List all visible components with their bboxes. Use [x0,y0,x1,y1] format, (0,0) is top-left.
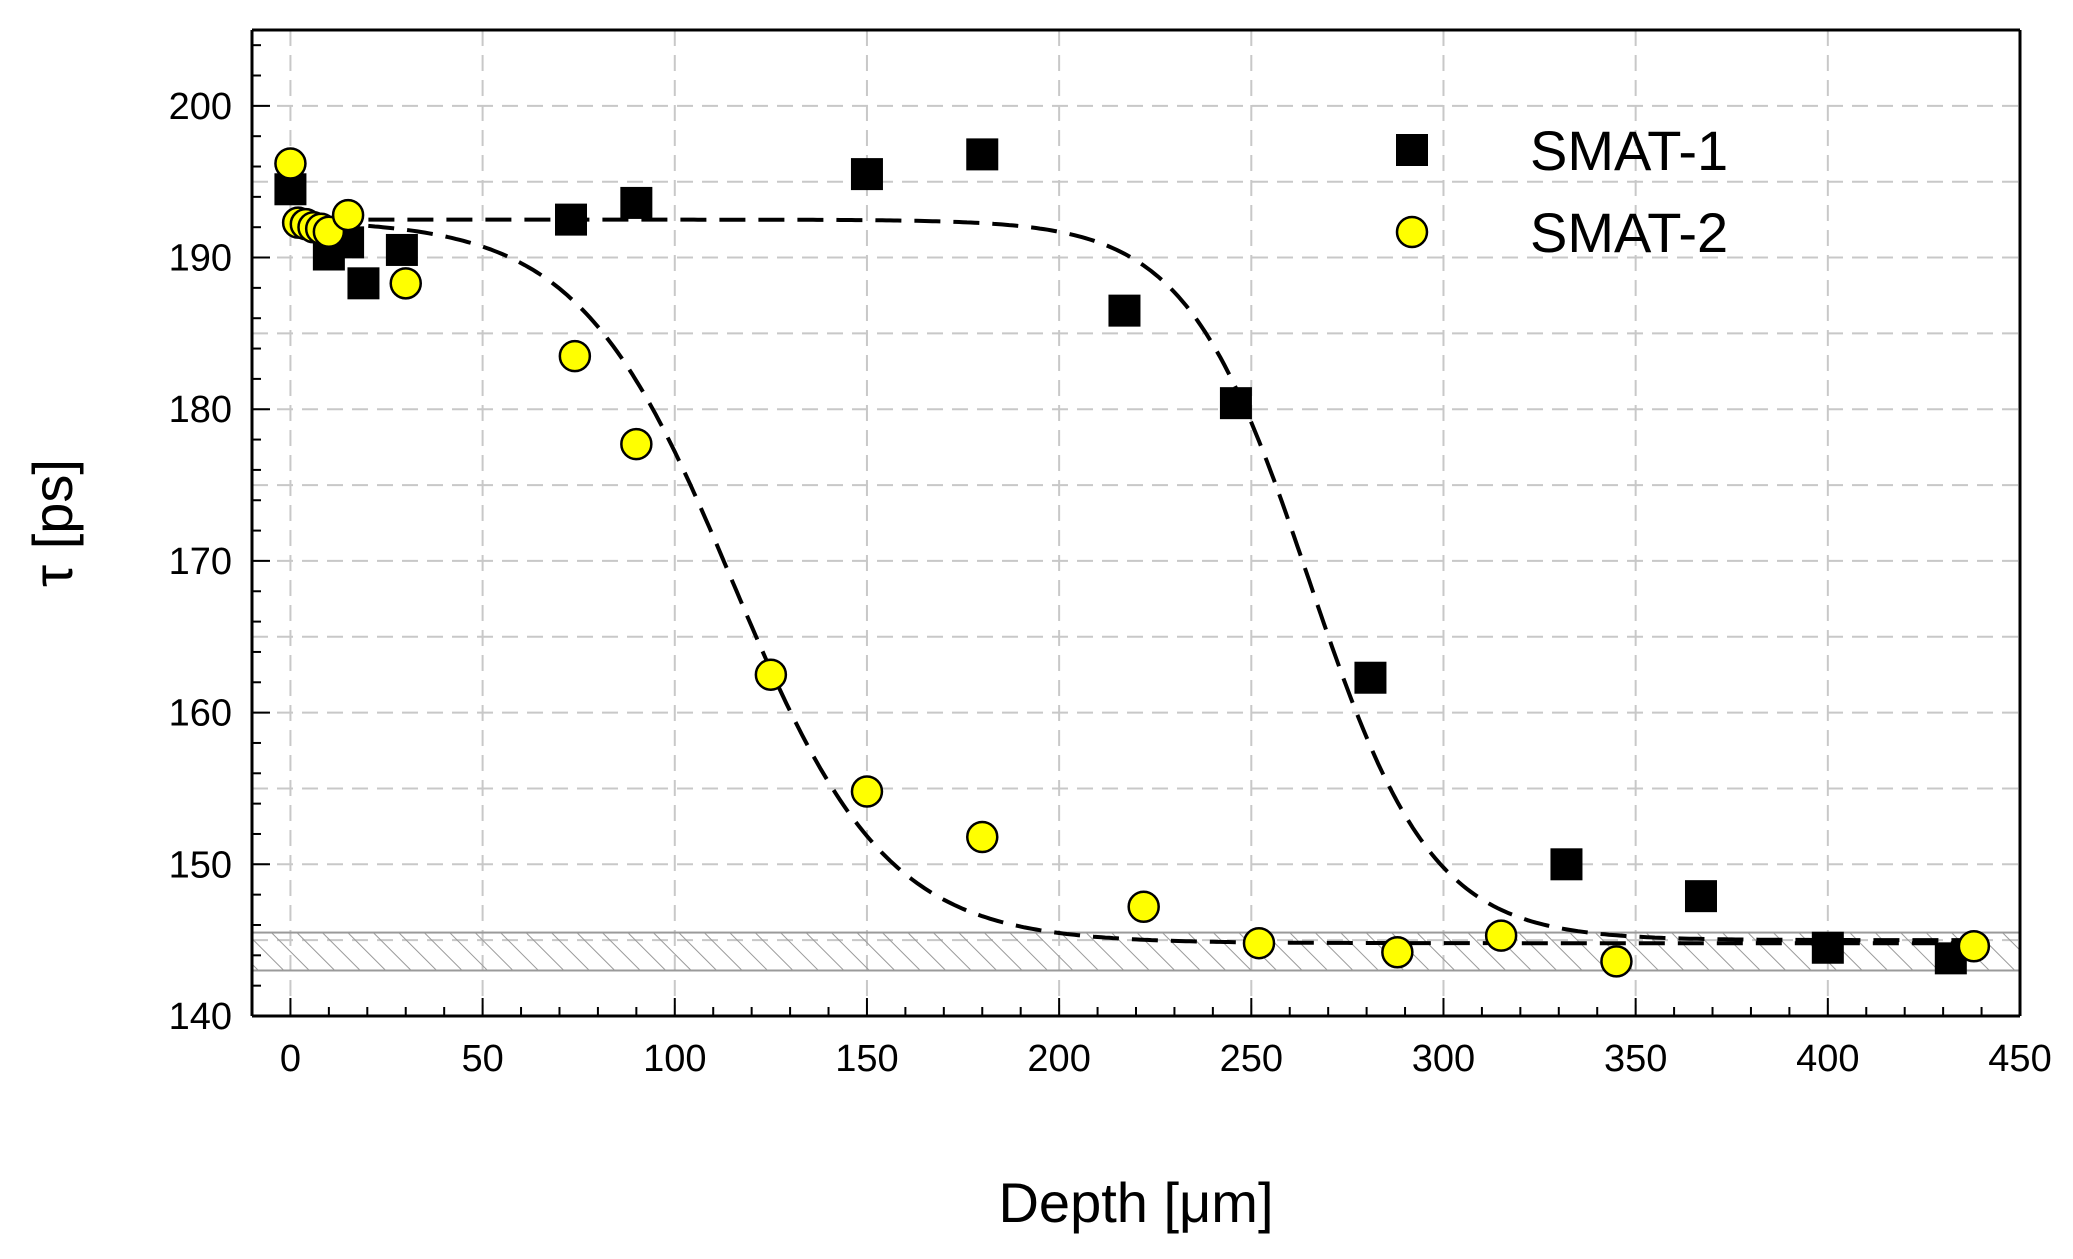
legend-marker-smat-2 [1395,215,1429,249]
y-tick-label: 190 [169,238,232,280]
y-tick-label: 180 [169,389,232,431]
data-point-smat-2 [1957,929,1991,963]
legend-marker-smat-1 [1396,134,1428,166]
data-point-smat-2 [389,267,422,300]
x-tick-label: 250 [1220,1038,1283,1080]
x-tick-label: 200 [1027,1038,1090,1080]
y-tick-label: 170 [169,541,232,583]
data-point-smat-2 [620,427,653,461]
data-point-smat-1 [1108,294,1141,327]
data-point-smat-1 [1550,848,1583,881]
data-point-smat-1 [966,138,999,171]
y-tick-label: 160 [169,693,232,735]
y-tick-label: 150 [169,844,232,886]
x-tick-label: 400 [1796,1038,1859,1080]
data-point-smat-2 [1127,890,1160,924]
y-tick-label: 140 [169,996,232,1038]
data-point-smat-2 [1484,919,1518,952]
axes [250,28,2022,1018]
fit-curves [290,217,1982,946]
legend-label-smat-1: SMAT-1 [1530,119,1728,182]
legend-label-smat-2: SMAT-2 [1530,201,1728,264]
data-point-smat-1 [347,267,380,300]
x-tick-label: 0 [280,1038,301,1080]
y-axis-title: τ [ps] [21,459,84,587]
data-point-smat-2 [274,147,307,180]
fit-curve-smat-1 [290,217,1982,943]
data-point-smat-2 [1600,945,1633,978]
data-point-smat-1 [1354,661,1387,694]
data-point-smat-1 [1684,880,1717,913]
x-tick-label: 150 [835,1038,898,1080]
grid-lines [252,30,2020,1016]
y-tick-label: 200 [169,86,232,128]
data-points [274,138,1991,978]
x-tick-label: 450 [1988,1038,2051,1080]
data-point-smat-2 [850,775,884,808]
x-tick-label: 300 [1412,1038,1475,1080]
x-tick-label: 350 [1604,1038,1667,1080]
data-point-smat-1 [850,158,883,191]
data-point-smat-2 [558,339,592,373]
data-point-smat-2 [966,820,999,854]
data-point-smat-1 [1219,387,1252,420]
tick-labels: 0 50 100 150 200 250 300 350 400 450 140 150 160 170 1… [169,86,2052,1080]
data-point-smat-1 [1811,931,1844,964]
data-point-smat-2 [331,198,365,232]
x-axis-title: Depth [μm] [998,1171,1273,1234]
fit-curve-smat-2 [290,219,1982,946]
data-point-smat-1 [620,186,653,219]
data-point-smat-1 [555,203,588,236]
data-point-smat-2 [1381,936,1414,969]
data-point-smat-2 [1242,926,1276,960]
data-point-smat-2 [754,658,788,691]
legend: SMAT-1 SMAT-2 [1395,119,1728,264]
data-point-smat-1 [385,233,418,266]
x-tick-label: 100 [643,1038,706,1080]
x-tick-label: 50 [461,1038,503,1080]
